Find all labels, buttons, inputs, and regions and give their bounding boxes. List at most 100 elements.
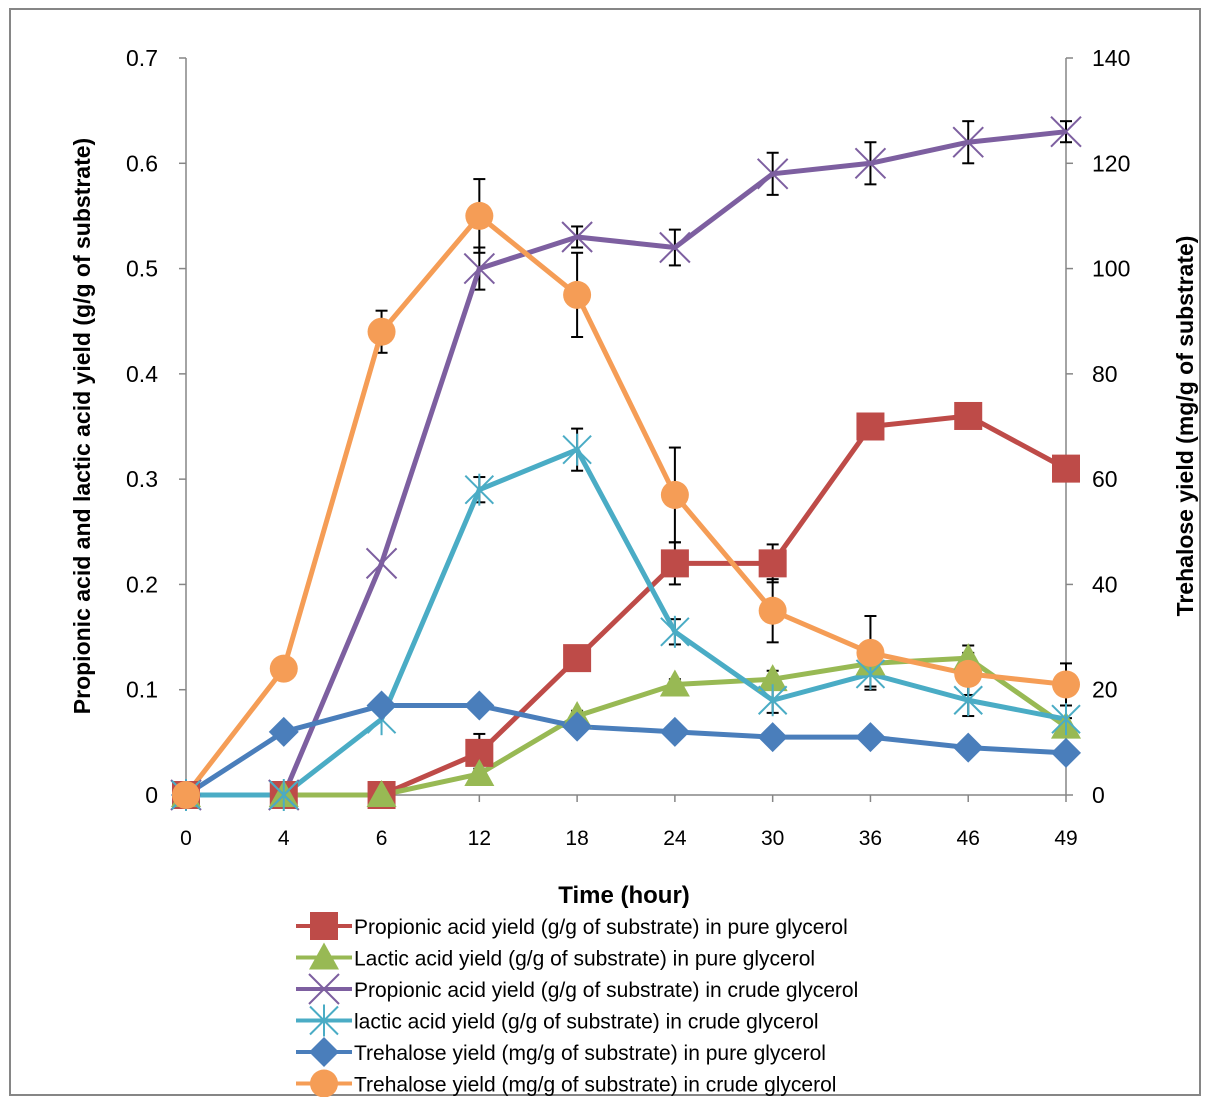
marker-shape bbox=[954, 401, 983, 430]
legend-marker bbox=[310, 912, 338, 940]
x-tick-label: 46 bbox=[957, 827, 980, 850]
y-left-tick-label: 0.4 bbox=[126, 361, 158, 387]
legend-marker bbox=[310, 1069, 338, 1098]
y-axis-left-label: Propionic acid and lactic acid yield (g/… bbox=[69, 138, 95, 714]
y-left-tick-label: 0.2 bbox=[126, 571, 158, 597]
marker-shape bbox=[1052, 670, 1080, 699]
chart-border bbox=[9, 8, 1201, 1096]
marker-shape bbox=[856, 638, 885, 667]
marker-stroke bbox=[659, 231, 691, 264]
marker-shape bbox=[660, 480, 689, 509]
data-point bbox=[954, 659, 983, 688]
marker-shape bbox=[310, 1069, 338, 1098]
marker-stroke bbox=[952, 126, 984, 158]
x-tick-label: 4 bbox=[278, 827, 290, 850]
y-right-tick-label: 40 bbox=[1092, 571, 1118, 597]
data-point bbox=[660, 615, 690, 648]
data-point bbox=[561, 221, 593, 253]
marker-shape bbox=[758, 549, 787, 578]
y-left-tick-label: 0.6 bbox=[126, 150, 158, 176]
marker-shape bbox=[757, 722, 788, 753]
marker-stroke bbox=[463, 252, 496, 285]
data-point bbox=[854, 147, 887, 179]
y-left-tick-label: 0.7 bbox=[126, 45, 158, 71]
data-point bbox=[953, 732, 984, 763]
marker-shape bbox=[953, 732, 984, 763]
y-left-tick-label: 0.5 bbox=[126, 256, 158, 282]
data-point bbox=[269, 779, 299, 811]
data-point bbox=[1050, 115, 1082, 148]
data-point bbox=[954, 401, 983, 430]
y-left-tick-label: 0 bbox=[145, 782, 158, 808]
data-point bbox=[659, 231, 691, 264]
legend-item: Trehalose yield (mg/g of substrate) in c… bbox=[296, 1069, 836, 1098]
x-tick-label: 36 bbox=[859, 827, 882, 850]
marker-shape bbox=[758, 596, 787, 625]
y-axis-right-label: Trehalose yield (mg/g of substrate) bbox=[1172, 236, 1198, 617]
legend-item: Propionic acid yield (g/g of substrate) … bbox=[296, 912, 848, 940]
data-point bbox=[463, 252, 496, 285]
data-point bbox=[1051, 737, 1081, 768]
series-line-6 bbox=[184, 213, 1067, 797]
data-point bbox=[269, 654, 298, 683]
marker-shape bbox=[309, 942, 339, 970]
marker-shape bbox=[1052, 454, 1080, 483]
data-point bbox=[758, 596, 787, 625]
data-point bbox=[757, 664, 788, 692]
legend-label: Propionic acid yield (g/g of substrate) … bbox=[354, 916, 848, 939]
y-right-tick-label: 80 bbox=[1092, 361, 1118, 387]
data-point bbox=[756, 158, 789, 190]
x-tick-label: 18 bbox=[565, 827, 588, 850]
marker-shape bbox=[1051, 737, 1081, 768]
data-point bbox=[464, 690, 495, 721]
legend-item: Trehalose yield (mg/g of substrate) in p… bbox=[296, 1037, 826, 1067]
legend-label: lactic acid yield (g/g of substrate) in … bbox=[354, 1011, 819, 1034]
marker-shape bbox=[310, 912, 338, 940]
marker-shape bbox=[366, 780, 397, 807]
legend-label: Propionic acid yield (g/g of substrate) … bbox=[354, 979, 858, 1002]
marker-shape bbox=[659, 669, 690, 697]
data-point bbox=[366, 780, 397, 807]
marker-stroke bbox=[308, 973, 340, 1005]
data-point bbox=[855, 722, 886, 753]
data-point bbox=[758, 549, 787, 578]
y-right-tick-label: 100 bbox=[1092, 256, 1130, 282]
legend-marker bbox=[309, 1004, 339, 1037]
legend-label: Lactic acid yield (g/g of substrate) in … bbox=[354, 948, 815, 971]
legend-item: Propionic acid yield (g/g of substrate) … bbox=[296, 973, 858, 1005]
y-right-tick-label: 60 bbox=[1092, 466, 1118, 492]
marker-shape bbox=[172, 781, 200, 809]
data-point bbox=[562, 711, 593, 742]
y-left-tick-label: 0.3 bbox=[126, 466, 158, 492]
marker-stroke bbox=[1050, 115, 1082, 148]
legend-label: Trehalose yield (mg/g of substrate) in p… bbox=[354, 1042, 826, 1065]
marker-shape bbox=[309, 1037, 339, 1067]
data-point bbox=[659, 669, 690, 697]
data-point bbox=[465, 201, 494, 230]
data-point bbox=[172, 781, 200, 809]
legend-marker bbox=[308, 973, 340, 1005]
x-tick-label: 0 bbox=[180, 827, 192, 850]
marker-stroke bbox=[561, 221, 593, 253]
data-point bbox=[757, 722, 788, 753]
y-right-tick-label: 120 bbox=[1092, 150, 1130, 176]
marker-shape bbox=[269, 654, 298, 683]
marker-shape bbox=[954, 659, 983, 688]
x-tick-label: 49 bbox=[1054, 827, 1077, 850]
series-line-5 bbox=[184, 703, 1067, 798]
data-point bbox=[952, 126, 984, 158]
x-tick-label: 6 bbox=[376, 827, 388, 850]
marker-shape bbox=[367, 317, 396, 346]
marker-shape bbox=[464, 758, 495, 786]
marker-shape bbox=[464, 690, 495, 721]
x-axis-label: Time (hour) bbox=[558, 882, 690, 909]
legend-marker bbox=[309, 942, 339, 970]
series-line-4 bbox=[186, 447, 1067, 798]
marker-shape bbox=[268, 716, 299, 747]
data-point bbox=[856, 412, 885, 441]
data-point bbox=[856, 638, 885, 667]
data-point bbox=[1052, 670, 1080, 699]
marker-shape bbox=[855, 722, 886, 753]
data-point bbox=[953, 684, 983, 717]
